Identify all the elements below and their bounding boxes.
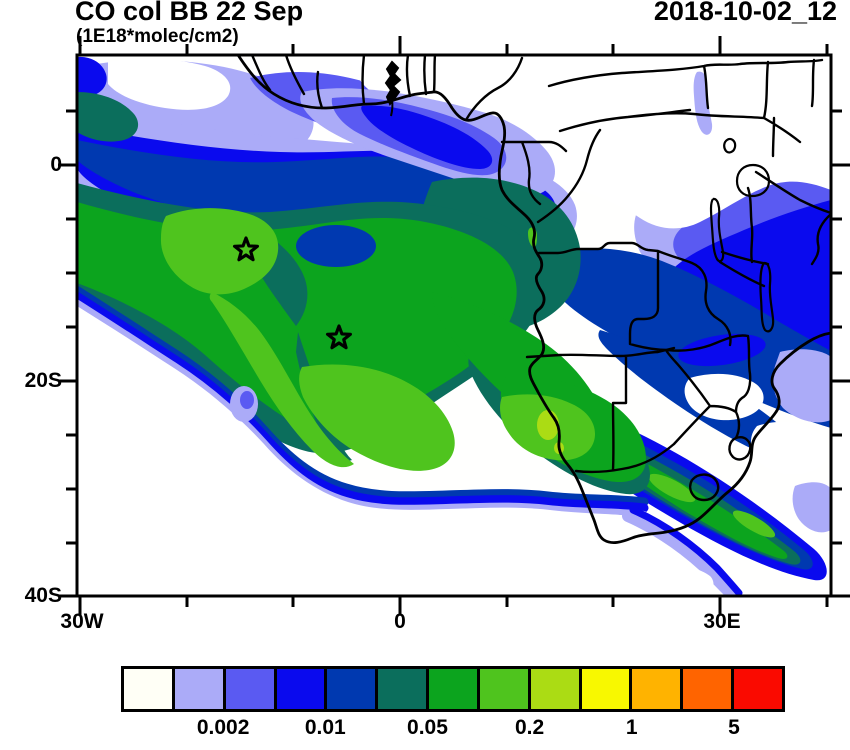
colorbar-tick-label: 5 [728,716,740,739]
x-axis-label-0: 0 [394,610,406,633]
axis-ticks [58,36,850,615]
y-axis-label-0: 0 [50,153,62,176]
colorbar-tick-label: 0.2 [515,716,545,739]
page-title: CO col BB 22 Sep [75,0,304,26]
colorbar-cell [378,669,430,709]
x-axis-label-30e: 30E [703,610,741,633]
colorbar-cell [174,669,226,709]
star-marker-2 [325,324,353,350]
colorbar-cell [581,669,633,709]
colorbar-cell [734,669,782,709]
colorbar-cell [327,669,379,709]
lake-volta-shape [384,60,402,117]
colorbar-cell [225,669,277,709]
x-axis-label-30w: 30W [60,610,104,633]
colorbar-tick-label: 0.01 [304,716,346,739]
colorbar-cell [632,669,684,709]
colorbar-cell [276,669,328,709]
colorbar-cell [429,669,480,709]
lesotho-eswatini-borders [689,436,752,502]
colorbar-cell [683,669,735,709]
colorbar-cell [530,669,582,709]
contour-field [77,55,831,596]
colorbar-cell [479,669,531,709]
colorbar [121,666,785,712]
datetime-label: 2018-10-02_12 [653,0,837,26]
coastline-path [236,55,831,545]
colorbar-cell [124,669,175,709]
country-borders [250,55,831,474]
units-label: (1E18*molec/cm2) [76,26,239,47]
lakes-outline [709,137,775,333]
colorbar-tick-label: 0.05 [407,716,448,739]
map-linework [232,55,831,545]
y-axis-label-20s: 20S [24,369,62,392]
star-marker-1 [232,236,260,262]
colorbar-tick-label: 1 [625,716,638,739]
y-axis-label-40s: 40S [24,584,62,607]
colorbar-tick-label: 0.002 [196,716,250,739]
